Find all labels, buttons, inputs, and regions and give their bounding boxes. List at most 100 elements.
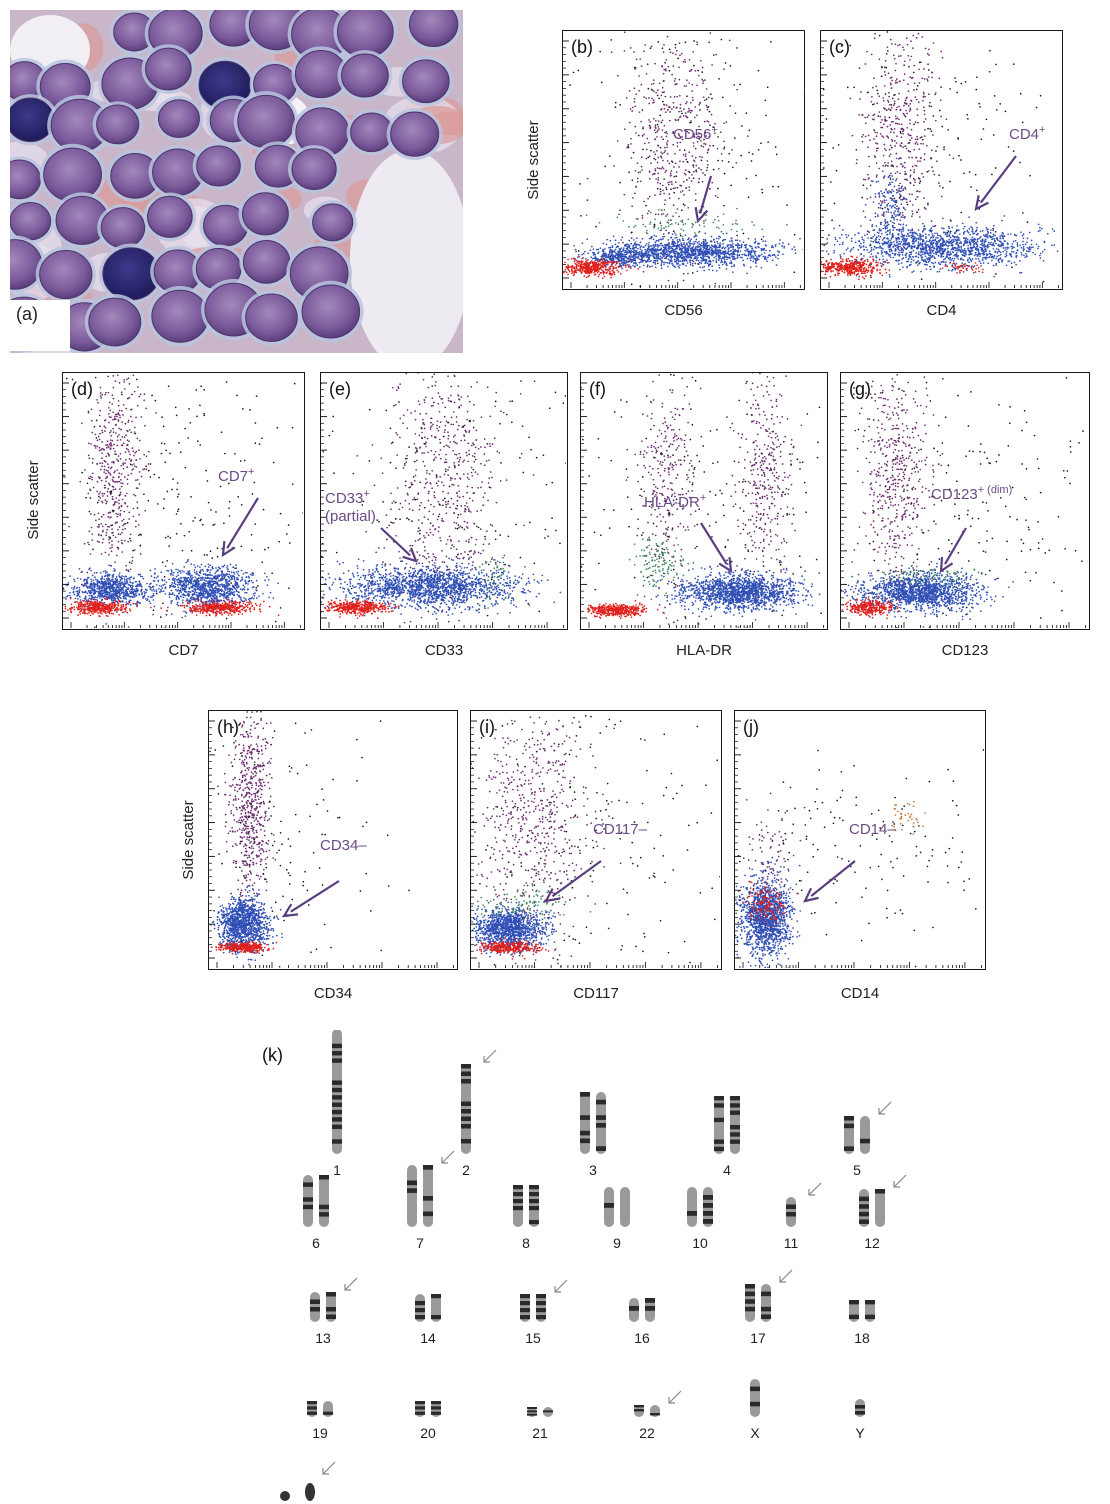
- chromosome-label-21: 21: [520, 1425, 560, 1441]
- scatter-plot-e: [321, 373, 566, 628]
- annotation-arrow: [700, 522, 728, 565]
- micrograph-image: [10, 10, 463, 353]
- chromosome-label-5: 5: [837, 1162, 877, 1178]
- annotation-superscript: +: [363, 488, 369, 500]
- annotation-arrowhead: [939, 556, 954, 574]
- x-axis-label-i: CD117: [470, 985, 722, 1002]
- panel-label-b: (b): [571, 37, 593, 58]
- chromosome-label-9: 9: [597, 1235, 637, 1251]
- chromosome-label-8: 8: [506, 1235, 546, 1251]
- annotation-b: CD56+: [673, 121, 718, 144]
- chromosome-label-14: 14: [408, 1330, 448, 1346]
- chromosome-X: [750, 1379, 760, 1417]
- chromosome-label-12: 12: [852, 1235, 892, 1251]
- annotation-h: CD34–: [320, 837, 367, 855]
- annotation-g: CD123+ (dim): [931, 481, 1012, 504]
- annotation-text: HLA-DR: [644, 494, 700, 511]
- abnormality-arrow: [779, 1269, 793, 1283]
- chromosome-15: [520, 1294, 546, 1322]
- chromosome-21: [527, 1407, 553, 1417]
- annotation-superscript: +: [248, 466, 254, 478]
- annotation-arrowhead: [402, 547, 418, 563]
- scatter-plot-d: [63, 373, 303, 628]
- flow-plot-cd123: (g) CD123+ (dim): [840, 372, 1090, 630]
- scatter-plot-j: [735, 720, 984, 968]
- annotation-text: CD117–: [593, 821, 647, 838]
- chromosome-4: [714, 1096, 740, 1154]
- annotation-subtext: (partial): [325, 508, 376, 525]
- chromosome-label-3: 3: [573, 1162, 613, 1178]
- chromosome-label-7: 7: [400, 1235, 440, 1251]
- x-axis-label-g: CD123: [840, 642, 1090, 659]
- scatter-plot-g: [841, 374, 1088, 628]
- chromosome-10: [687, 1187, 713, 1227]
- scatter-plot-f: [581, 373, 824, 628]
- panel-label-g: (g): [849, 379, 871, 400]
- chromosome-16: [629, 1298, 655, 1322]
- chromosome-label-1: 1: [317, 1162, 357, 1178]
- chromosome-label-15: 15: [513, 1330, 553, 1346]
- annotation-text: CD14–: [849, 821, 896, 838]
- karyotype-label: (k): [262, 1045, 283, 1066]
- chromosome-19: [307, 1401, 333, 1417]
- abnormality-arrow: [878, 1101, 892, 1115]
- x-axis-label-d: CD7: [62, 642, 305, 659]
- karyotype-image: [280, 1030, 907, 1501]
- panel-label-d: (d): [71, 379, 93, 400]
- chromosome-3: [580, 1092, 606, 1154]
- chromosome-9: [604, 1187, 630, 1227]
- panel-label-f: (f): [589, 379, 606, 400]
- annotation-arrowhead: [694, 207, 709, 224]
- annotation-text: CD123: [931, 486, 978, 503]
- annotation-arrow: [810, 860, 856, 897]
- annotation-text: CD4: [1009, 126, 1039, 143]
- annotation-arrowhead: [974, 195, 989, 212]
- chromosome-20: [415, 1401, 441, 1417]
- annotation-superscript: +: [711, 124, 717, 136]
- abnormality-arrow: [668, 1390, 682, 1404]
- flow-plot-cd4: (c) CD4+: [820, 30, 1063, 290]
- x-axis-label-c: CD4: [820, 302, 1063, 319]
- chromosome-label-17: 17: [738, 1330, 778, 1346]
- x-axis-label-j: CD14: [734, 985, 986, 1002]
- scatter-plot-h: [209, 711, 455, 968]
- annotation-f: HLA-DR+: [644, 489, 706, 512]
- chromosome-14: [415, 1294, 441, 1322]
- annotation-d: CD7+: [218, 463, 254, 486]
- chromosome-label-6: 6: [296, 1235, 336, 1251]
- annotation-superscript: +: [700, 492, 706, 504]
- x-axis-label-h: CD34: [208, 985, 458, 1002]
- chromosome-22: [634, 1405, 660, 1417]
- annotation-arrowhead: [718, 556, 733, 574]
- y-axis-label-middle: Side scatter: [25, 445, 45, 555]
- scatter-plot-b: [563, 31, 803, 288]
- annotation-superscript: +: [1039, 124, 1045, 136]
- annotation-i: CD117–: [593, 821, 647, 839]
- chromosome-11: [786, 1197, 796, 1227]
- chromosome-label-10: 10: [680, 1235, 720, 1251]
- abnormality-arrow: [441, 1150, 455, 1164]
- annotation-arrowhead: [221, 540, 236, 558]
- annotation-arrow: [380, 527, 411, 557]
- chromosome-13: [310, 1292, 336, 1322]
- y-axis-label-bottom: Side scatter: [180, 785, 200, 895]
- chromosome-6: [303, 1175, 329, 1227]
- annotation-e: CD33+ (partial): [325, 485, 376, 526]
- annotation-text: CD34–: [320, 837, 367, 854]
- panel-a-label: (a): [16, 304, 38, 324]
- annotation-j: CD14–: [849, 821, 896, 839]
- flow-plot-cd56: (b) CD56+: [562, 30, 805, 290]
- panel-label-h: (h): [217, 717, 239, 738]
- annotation-arrow: [699, 175, 713, 214]
- chromosome-8: [513, 1185, 539, 1227]
- scatter-plot-i: [471, 715, 720, 968]
- flow-plot-cd33: (e) CD33+ (partial): [320, 372, 568, 630]
- annotation-text: CD7: [218, 468, 248, 485]
- annotation-arrowhead: [543, 888, 560, 903]
- chromosome-label-4: 4: [707, 1162, 747, 1178]
- flow-plot-cd117: (i) CD117–: [470, 710, 722, 970]
- abnormality-arrow: [808, 1182, 822, 1196]
- scatter-plot-c: [821, 31, 1059, 288]
- annotation-superscript: + (dim): [978, 484, 1013, 496]
- annotation-text: CD33: [325, 490, 363, 507]
